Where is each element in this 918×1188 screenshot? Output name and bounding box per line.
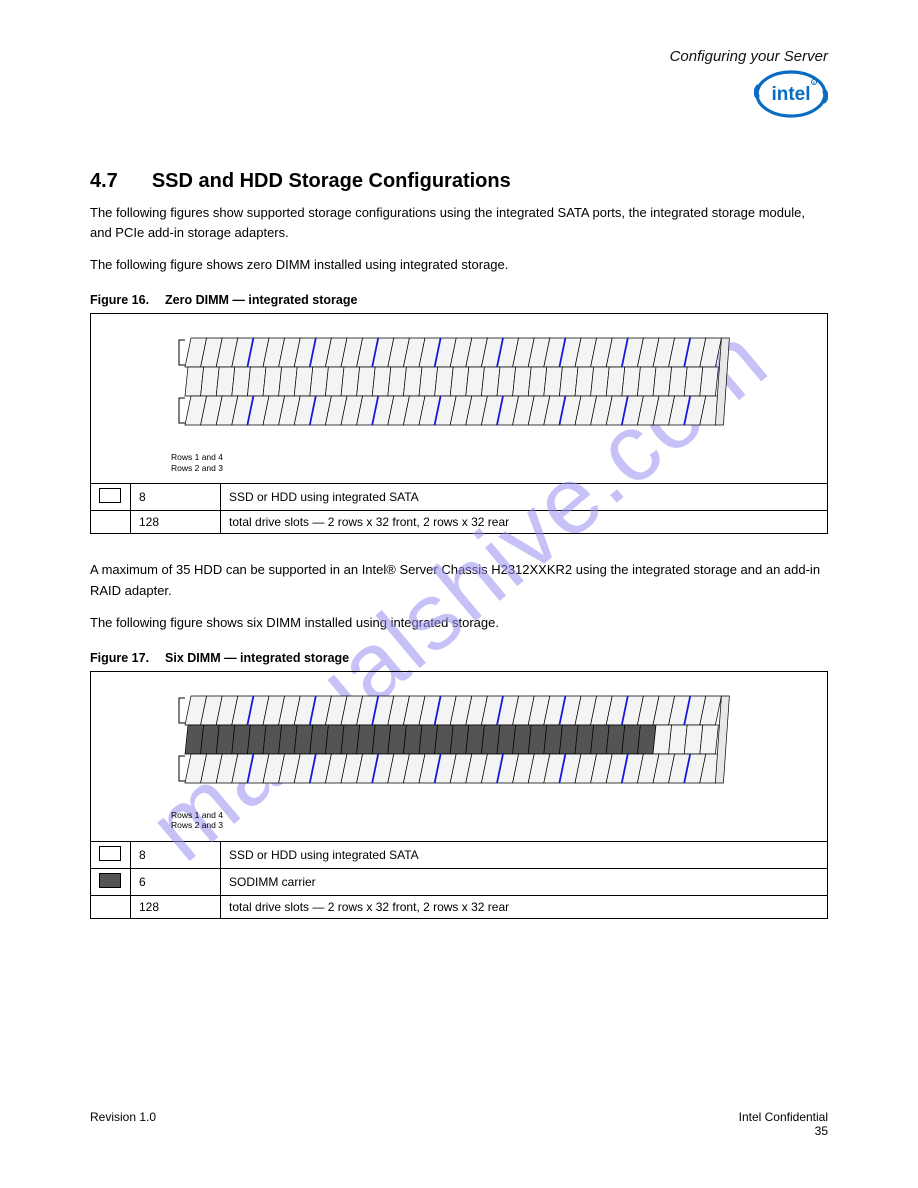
figure17-label: Figure 17. Six DIMM — integrated storage	[90, 651, 828, 665]
figure17-title: Six DIMM — integrated storage	[165, 651, 349, 665]
figure16-key: 8 SSD or HDD using integrated SATA 128 t…	[90, 483, 828, 534]
figure16-rowlabels: Rows 1 and 4 Rows 2 and 3	[171, 452, 223, 472]
header-title: Configuring your Server	[670, 48, 828, 65]
figure17-num: Figure 17.	[90, 651, 149, 665]
table-row: 8 SSD or HDD using integrated SATA	[91, 484, 828, 511]
figure17-rowlabels: Rows 1 and 4 Rows 2 and 3	[171, 810, 223, 830]
figure16-slots	[171, 332, 755, 444]
table-row: 6 SODIMM carrier	[91, 868, 828, 895]
key-count: 6	[131, 868, 221, 895]
page-header: Configuring your Server intel R	[670, 48, 828, 124]
footer-left: Revision 1.0	[90, 1110, 156, 1138]
key-desc: SODIMM carrier	[221, 868, 828, 895]
figure16-box: Rows 1 and 4 Rows 2 and 3	[90, 313, 828, 483]
key-count: 128	[131, 895, 221, 918]
hdd-paragraph: A maximum of 35 HDD can be supported in …	[90, 560, 828, 600]
section-title: SSD and HDD Storage Configurations	[152, 170, 511, 193]
swatch	[99, 873, 121, 888]
key-count: 128	[131, 511, 221, 534]
table-row: 128 total drive slots — 2 rows x 32 fron…	[91, 511, 828, 534]
figure16-label: Figure 16. Zero DIMM — integrated storag…	[90, 293, 828, 307]
section-heading: 4.7 SSD and HDD Storage Configurations	[90, 170, 828, 193]
key-count: 8	[131, 841, 221, 868]
table-row: 128 total drive slots — 2 rows x 32 fron…	[91, 895, 828, 918]
key-desc: SSD or HDD using integrated SATA	[221, 484, 828, 511]
key-desc: total drive slots — 2 rows x 32 front, 2…	[221, 895, 828, 918]
six-dimm-paragraph: The following figure shows six DIMM inst…	[90, 613, 828, 633]
zero-dimm-paragraph: The following figure shows zero DIMM ins…	[90, 255, 828, 275]
figure16-title: Zero DIMM — integrated storage	[165, 293, 357, 307]
footer-right: Intel Confidential 35	[739, 1110, 828, 1138]
key-desc: total drive slots — 2 rows x 32 front, 2…	[221, 511, 828, 534]
swatch	[99, 488, 121, 503]
figure17-box: Rows 1 and 4 Rows 2 and 3	[90, 671, 828, 841]
intro-paragraph: The following figures show supported sto…	[90, 203, 828, 243]
figure17-slots	[171, 690, 755, 802]
section-number: 4.7	[90, 170, 118, 193]
swatch	[99, 846, 121, 861]
figure17-key: 8 SSD or HDD using integrated SATA 6 SOD…	[90, 841, 828, 919]
figure16-num: Figure 16.	[90, 293, 149, 307]
page-footer: Revision 1.0 Intel Confidential 35	[90, 1110, 828, 1138]
key-desc: SSD or HDD using integrated SATA	[221, 841, 828, 868]
svg-text:intel: intel	[771, 84, 810, 105]
key-count: 8	[131, 484, 221, 511]
table-row: 8 SSD or HDD using integrated SATA	[91, 841, 828, 868]
intel-logo: intel R	[754, 69, 828, 124]
